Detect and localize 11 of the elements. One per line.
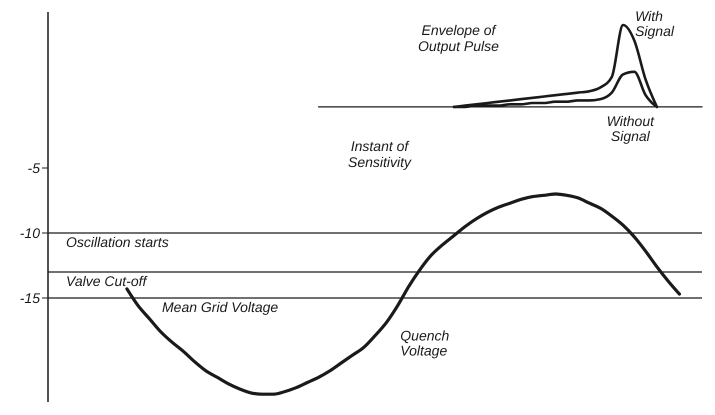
annotation: Instant of Sensitivity [348,138,412,170]
y-tick-label: -5 [28,160,40,176]
ref-line-label: Mean Grid Voltage [162,298,278,315]
series-label: Without Signal [606,112,656,144]
y-tick-label: -15 [20,290,40,306]
series-label: With Signal [635,8,675,39]
annotation: Envelope of Output Pulse [418,22,499,54]
ref-line-label: Valve Cut-off [66,272,149,289]
ref-line-label: Oscillation starts [66,234,169,250]
y-tick-label: -10 [20,224,40,241]
series-label: Quench Voltage [400,328,450,359]
